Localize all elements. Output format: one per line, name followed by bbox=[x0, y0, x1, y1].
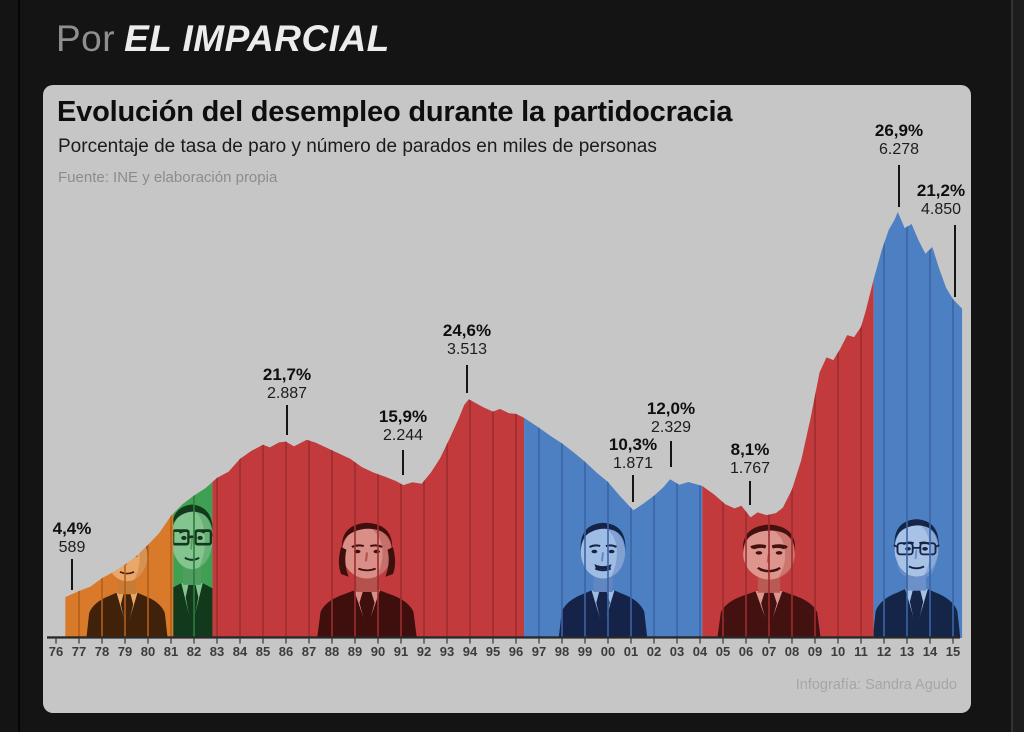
axis-year-label: 93 bbox=[440, 644, 454, 659]
axis-year-label: 02 bbox=[647, 644, 661, 659]
axis-year-label: 77 bbox=[72, 644, 86, 659]
annotation-pct: 21,7% bbox=[262, 365, 312, 384]
axis-year-label: 91 bbox=[394, 644, 408, 659]
page-header: Por EL IMPARCIAL bbox=[56, 18, 390, 60]
axis-year-label: 13 bbox=[900, 644, 914, 659]
annotation-2006: 8,1% 1.767 bbox=[730, 440, 770, 478]
axis-year-label: 05 bbox=[716, 644, 730, 659]
axis-year-label: 11 bbox=[854, 644, 868, 659]
annotation-1976: 4,4% 589 bbox=[53, 519, 92, 557]
annotation-2013: 26,9% 6.278 bbox=[875, 121, 923, 159]
axis-year-label: 08 bbox=[785, 644, 799, 659]
axis-year-label: 78 bbox=[95, 644, 109, 659]
annotation-2001: 10,3% 1.871 bbox=[609, 435, 657, 473]
annotation-pct: 26,9% bbox=[874, 121, 924, 140]
annotation-count: 3.513 bbox=[446, 341, 488, 358]
x-axis-line bbox=[47, 636, 960, 639]
axis-year-label: 85 bbox=[256, 644, 270, 659]
axis-year-label: 81 bbox=[164, 644, 178, 659]
axis-year-label: 80 bbox=[141, 644, 155, 659]
axis-year-label: 82 bbox=[187, 644, 201, 659]
byline-prefix: Por bbox=[56, 18, 116, 59]
annotation-pct: 15,9% bbox=[378, 407, 428, 426]
axis-year-label: 01 bbox=[624, 644, 638, 659]
annotation-pct: 24,6% bbox=[442, 321, 492, 340]
left-edge-line bbox=[18, 0, 20, 732]
unemployment-area-chart: 76 77 78 79 80 81 82 83 84 85 86 87 88 89 90 91 92 93 94 95… bbox=[47, 165, 963, 659]
axis-year-label: 12 bbox=[877, 644, 891, 659]
annotation-pct: 12,0% bbox=[646, 399, 696, 418]
axis-year-label: 87 bbox=[302, 644, 316, 659]
annotation-pct: 8,1% bbox=[730, 440, 770, 459]
annotation-1991: 15,9% 2.244 bbox=[379, 407, 427, 445]
axis-year-label: 15 bbox=[946, 644, 960, 659]
x-axis: 76 77 78 79 80 81 82 83 84 85 86 87 88 89 90 91 92 93 94 95… bbox=[47, 636, 960, 659]
annotation-count: 6.278 bbox=[878, 141, 920, 158]
axis-year-label: 95 bbox=[486, 644, 500, 659]
axis-year-label: 14 bbox=[923, 644, 938, 659]
portrait-leader-6-rajoy bbox=[873, 519, 961, 638]
chart-subtitle: Porcentaje de tasa de paro y número de p… bbox=[58, 136, 657, 157]
axis-year-label: 83 bbox=[210, 644, 224, 659]
axis-year-label: 84 bbox=[233, 644, 248, 659]
annotation-count: 2.887 bbox=[266, 385, 308, 402]
axis-year-label: 06 bbox=[739, 644, 753, 659]
annotation-pointer-lines bbox=[71, 165, 956, 590]
glasses-icon bbox=[893, 542, 940, 556]
right-edge-line bbox=[1011, 0, 1013, 732]
chart-title: Evolución del desempleo durante la parti… bbox=[57, 96, 733, 128]
infographic-card: Evolución del desempleo durante la parti… bbox=[43, 85, 971, 713]
axis-year-label: 03 bbox=[670, 644, 684, 659]
annotation-2003: 12,0% 2.329 bbox=[647, 399, 695, 437]
annotation-count: 2.329 bbox=[650, 419, 692, 436]
axis-year-label: 04 bbox=[693, 644, 708, 659]
axis-year-label: 92 bbox=[417, 644, 431, 659]
annotation-pct: 4,4% bbox=[52, 519, 92, 538]
axis-year-label: 09 bbox=[808, 644, 822, 659]
axis-year-label: 97 bbox=[532, 644, 546, 659]
annotation-pct: 21,2% bbox=[916, 181, 966, 200]
annotation-count: 4.850 bbox=[920, 201, 962, 218]
annotation-count: 1.767 bbox=[729, 460, 771, 477]
annotation-count: 2.244 bbox=[382, 427, 424, 444]
axis-year-label: 96 bbox=[509, 644, 523, 659]
axis-year-label: 99 bbox=[578, 644, 592, 659]
era-segment-1 bbox=[65, 212, 174, 638]
right-edge-strip bbox=[1013, 0, 1024, 732]
portrait-leader-3-gonzalez bbox=[317, 522, 417, 637]
axis-year-label: 76 bbox=[49, 644, 63, 659]
axis-year-label: 94 bbox=[463, 644, 478, 659]
axis-year-label: 10 bbox=[831, 644, 845, 659]
axis-year-label: 90 bbox=[371, 644, 385, 659]
axis-year-label: 00 bbox=[601, 644, 615, 659]
annotation-2015: 21,2% 4.850 bbox=[917, 181, 965, 219]
annotation-1986: 21,7% 2.887 bbox=[263, 365, 311, 403]
annotation-count: 1.871 bbox=[612, 455, 654, 472]
axis-year-label: 89 bbox=[348, 644, 362, 659]
axis-year-label: 98 bbox=[555, 644, 569, 659]
infographic-credit: Infografía: Sandra Agudo bbox=[795, 677, 957, 693]
brand-title: EL IMPARCIAL bbox=[124, 18, 390, 59]
axis-year-label: 07 bbox=[762, 644, 776, 659]
axis-year-label: 79 bbox=[118, 644, 132, 659]
axis-year-label: 86 bbox=[279, 644, 293, 659]
leader-portraits bbox=[86, 504, 961, 638]
annotation-1994: 24,6% 3.513 bbox=[443, 321, 491, 359]
annotation-count: 589 bbox=[58, 539, 86, 556]
chart-source: Fuente: INE y elaboración propia bbox=[58, 169, 278, 186]
axis-year-label: 88 bbox=[325, 644, 339, 659]
annotation-pct: 10,3% bbox=[608, 435, 658, 454]
